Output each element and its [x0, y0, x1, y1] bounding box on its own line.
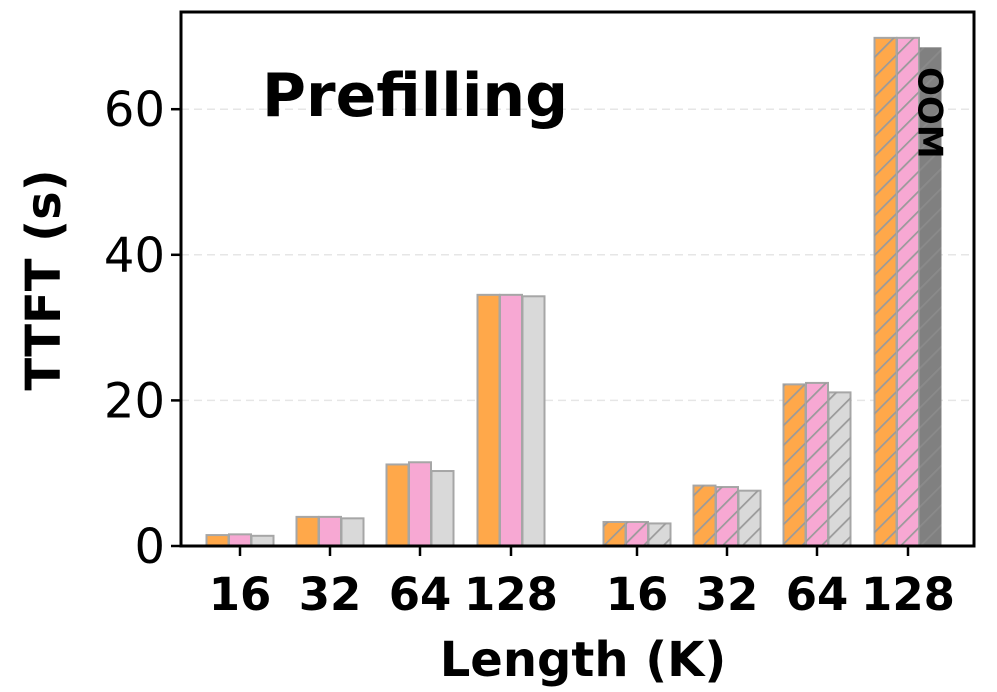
- y-axis-title: TTFT (s): [16, 169, 72, 390]
- x-axis-title: Length (K): [440, 632, 727, 688]
- bar: [340, 517, 365, 547]
- bar: [295, 515, 320, 548]
- bar: [385, 463, 410, 547]
- bar-hatch: [693, 485, 716, 546]
- oom-label: OOM: [910, 67, 950, 159]
- bar-hatch: [806, 382, 828, 546]
- x-tick-label: 64: [389, 568, 452, 621]
- y-tick-label: 20: [104, 373, 165, 429]
- bar-hatch: [716, 487, 738, 546]
- x-axis-ticks: 16 32 64 128 16 32 64 128: [209, 546, 955, 621]
- x-tick-label: 16: [606, 568, 669, 621]
- x-tick-label: 16: [209, 568, 272, 621]
- annotation-prefilling: Prefilling: [262, 61, 568, 131]
- bar: [476, 293, 501, 547]
- bar-hatch: [738, 490, 761, 546]
- bar: [430, 470, 455, 547]
- bar-hatch: [603, 521, 626, 546]
- plot-frame: [179, 10, 976, 548]
- x-tick-label: 64: [786, 568, 849, 621]
- bar: [250, 534, 275, 547]
- bar: [408, 461, 432, 547]
- bar-hatch: [626, 521, 648, 546]
- y-axis-ticks: 0 20 40 60: [104, 82, 181, 575]
- bar: [205, 534, 230, 548]
- bar: [499, 293, 523, 547]
- bar-hatch: [897, 37, 919, 547]
- x-tick-label: 32: [299, 568, 362, 621]
- bar-hatch: [648, 523, 671, 546]
- y-tick-label: 0: [134, 519, 165, 575]
- bar: [318, 515, 342, 548]
- oom-bar-hatch: [919, 47, 942, 546]
- x-tick-label: 32: [696, 568, 759, 621]
- y-tick-label: 60: [104, 82, 165, 138]
- grid-lines: [181, 108, 974, 402]
- bar: [228, 533, 252, 547]
- x-tick-label: 128: [464, 568, 558, 621]
- bar: [521, 295, 546, 547]
- y-tick-label: 40: [104, 228, 165, 284]
- bar-hatch: [783, 384, 806, 546]
- x-tick-label: 128: [861, 568, 955, 621]
- bar-hatch: [828, 392, 851, 546]
- bar-hatch: [874, 37, 897, 547]
